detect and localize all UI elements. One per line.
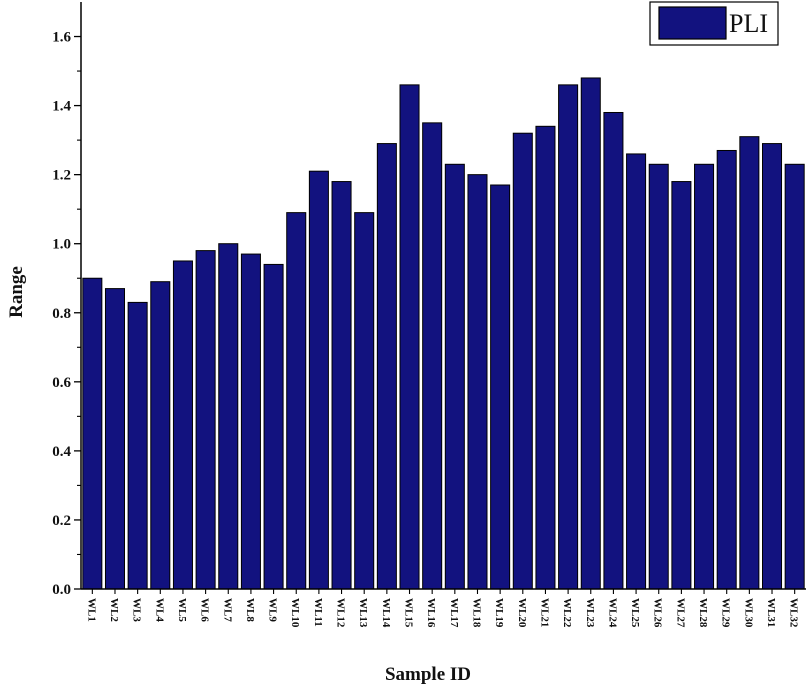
x-tick-label: WL26	[652, 598, 664, 628]
x-tick-label: WL1	[85, 598, 97, 622]
y-axis: 0.0 0.2 0.4 0.6 0.8 1.0 1.2 1.4 1.6	[52, 2, 82, 598]
bar	[127, 301, 148, 590]
legend-label: PLI	[729, 9, 768, 38]
x-tick-label: WL19	[493, 598, 505, 628]
x-axis-title: Sample ID	[385, 664, 471, 685]
x-tick-label: WL5	[176, 598, 188, 622]
x-tick-label: WL30	[742, 598, 754, 628]
bar	[694, 163, 715, 590]
bar	[104, 288, 125, 590]
x-tick-label: WL13	[357, 598, 369, 628]
bar	[558, 84, 579, 590]
y-tick-label: 1.4	[52, 99, 71, 115]
y-tick-label: 1.6	[52, 30, 71, 46]
y-tick-label: 1.0	[52, 237, 71, 253]
bar	[195, 250, 216, 590]
x-tick-label: WL20	[516, 598, 528, 628]
x-tick-label: WL22	[561, 598, 573, 628]
bar	[490, 184, 511, 590]
x-tick-label: WL4	[153, 598, 165, 622]
x-tick-label: WL11	[312, 598, 324, 627]
bars	[82, 77, 805, 590]
bar	[150, 281, 171, 590]
bar	[218, 243, 239, 590]
y-tick-label: 0.6	[52, 375, 71, 391]
bar	[603, 111, 624, 590]
x-tick-label: WL9	[267, 598, 279, 622]
x-tick-label: WL24	[606, 598, 618, 628]
bar	[535, 125, 556, 590]
bar	[82, 277, 103, 590]
bar	[580, 77, 601, 590]
x-tick-label: WL7	[221, 598, 233, 622]
x-tick-label: WL17	[448, 598, 460, 628]
x-tick-label: WL32	[788, 598, 800, 628]
x-tick-label: WL27	[674, 598, 686, 628]
bar	[399, 84, 420, 590]
x-tick-label: WL8	[244, 598, 256, 622]
x-tick-label: WL14	[380, 598, 392, 628]
x-tick-label: WL29	[720, 598, 732, 628]
bar	[331, 181, 352, 590]
y-axis-title: Range	[6, 266, 27, 318]
bar	[762, 143, 783, 590]
legend: PLI	[649, 1, 779, 46]
bar	[716, 149, 737, 590]
bar	[354, 212, 375, 590]
x-tick-label: WL25	[629, 598, 641, 628]
bar	[512, 132, 533, 590]
bar	[240, 253, 261, 590]
bar	[784, 163, 805, 590]
bar	[648, 163, 669, 590]
bar	[263, 263, 284, 590]
x-tick-label: WL3	[131, 598, 143, 622]
bar	[422, 122, 443, 590]
bar	[671, 181, 692, 590]
x-tick-label: WL21	[538, 598, 550, 627]
x-tick-label: WL12	[335, 598, 347, 628]
bar	[376, 143, 397, 590]
x-tick-label: WL28	[697, 598, 709, 628]
y-tick-label: 0.4	[52, 444, 71, 460]
x-axis: WL1 WL2 WL3 WL4 WL5 WL6 WL7 WL8 WL9 WL10 WL11 WL12 W…	[81, 588, 806, 628]
x-tick-label: WL18	[470, 598, 482, 628]
x-tick-label: WL31	[765, 598, 777, 627]
x-tick-label: WL15	[403, 598, 415, 628]
x-tick-label: WL2	[108, 598, 120, 622]
bar	[286, 212, 307, 590]
y-tick-label: 0.0	[52, 582, 71, 598]
y-tick-label: 1.2	[52, 168, 71, 184]
legend-swatch	[658, 6, 727, 40]
bar	[172, 260, 193, 590]
bar	[444, 163, 465, 590]
x-tick-label: WL23	[584, 598, 596, 628]
x-tick-label: WL6	[199, 598, 211, 622]
y-tick-label: 0.2	[52, 513, 71, 529]
y-tick-label: 0.8	[52, 306, 71, 322]
x-tick-label: WL10	[289, 598, 301, 628]
x-tick-label: WL16	[425, 598, 437, 628]
bar	[467, 174, 488, 590]
bar	[308, 170, 329, 590]
bar	[626, 153, 647, 590]
bar	[739, 136, 760, 590]
